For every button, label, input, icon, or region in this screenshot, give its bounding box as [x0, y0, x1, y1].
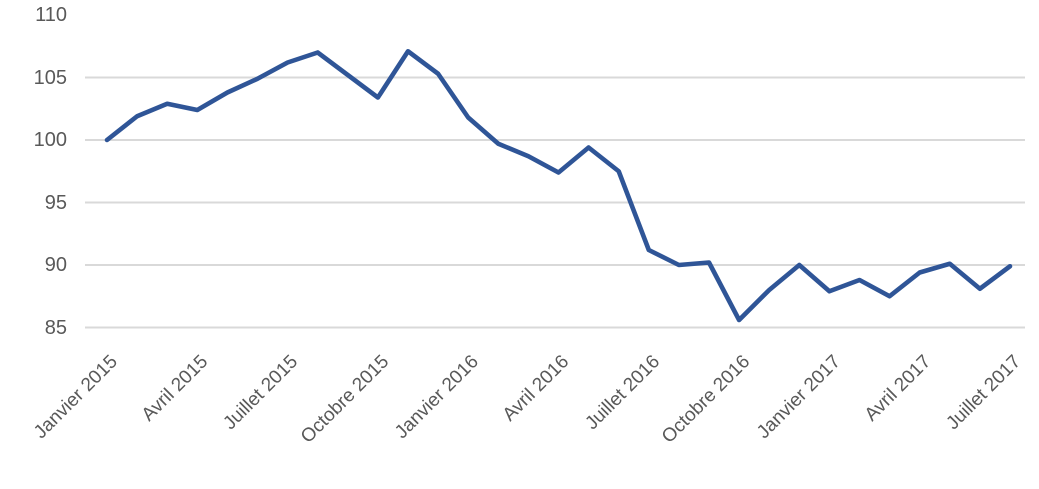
y-tick-label-90: 90	[44, 254, 67, 276]
y-tick-label-100: 100	[33, 129, 67, 151]
y-tick-label-105: 105	[33, 66, 67, 89]
y-tick-label-95: 95	[44, 191, 67, 214]
y-tick-label-110: 110	[35, 4, 67, 26]
data-line	[104, 48, 1013, 323]
y-tick-label-85: 85	[44, 316, 67, 339]
